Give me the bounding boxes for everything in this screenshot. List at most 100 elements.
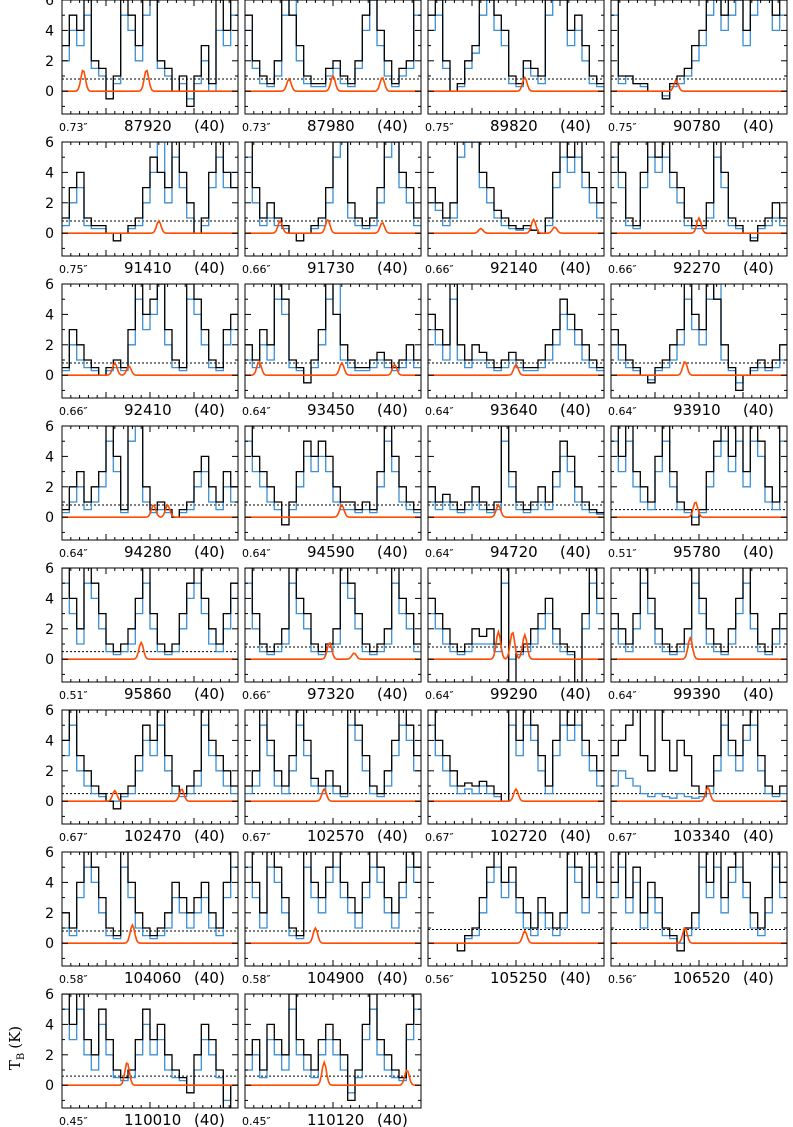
panel-104060: 0 2 4 6 0.58″ 104060 (40) [45, 845, 239, 987]
model-species-spectrum [611, 216, 787, 234]
frequency-label: 99390 [673, 685, 721, 703]
frequency-label: 94280 [124, 543, 172, 561]
frequency-label: 94590 [307, 543, 355, 561]
resolution-label: 0.66″ [59, 405, 88, 418]
y-tick-label: 2 [45, 54, 54, 70]
model-species-spectrum [428, 787, 604, 802]
frequency-label: 102470 [124, 827, 181, 845]
model-species-spectrum [62, 1061, 238, 1086]
width-label: (40) [743, 543, 774, 561]
width-label: (40) [194, 827, 225, 845]
panel-plot-area [245, 284, 421, 384]
panel-plot-area [62, 710, 238, 810]
model-species-spectrum [245, 360, 421, 376]
resolution-label: 0.73″ [242, 121, 271, 134]
y-tick-label: 0 [45, 794, 54, 810]
panel-plot-area [428, 284, 604, 376]
panel-plot-area [611, 426, 787, 526]
panel-frame [61, 425, 239, 541]
frequency-label: 110010 [124, 1111, 181, 1127]
observed-spectrum [611, 284, 787, 392]
observed-spectrum [245, 284, 421, 384]
y-tick-label: 0 [45, 510, 54, 526]
panel-105250: 0.56″ 105250 (40) [425, 851, 605, 987]
resolution-label: 0.64″ [425, 547, 454, 560]
panel-plot-area [428, 852, 604, 952]
resolution-label: 0.64″ [242, 547, 271, 560]
width-label: (40) [560, 685, 591, 703]
panel-frame [244, 709, 422, 825]
panel-plot-area [245, 710, 421, 802]
resolution-label: 0.64″ [242, 405, 271, 418]
panel-plot-area [245, 142, 421, 242]
model-species-spectrum [62, 922, 238, 944]
panel-99390: 0.64″ 99390 (40) [608, 567, 788, 703]
model-total-spectrum [245, 866, 421, 940]
y-tick-label: 6 [45, 419, 54, 435]
y-tick-label: 2 [45, 1048, 54, 1064]
panels-group: 0 2 4 6 0.73″ 87920 (40) 0.73″ 87980 (40) 0.75″ 898… [45, 0, 788, 1127]
y-tick-label: 6 [45, 135, 54, 151]
frequency-label: 105250 [490, 969, 547, 987]
frequency-label: 89820 [490, 117, 538, 135]
frequency-label: 110120 [307, 1111, 364, 1127]
panel-103340: 0.67″ 103340 (40) [608, 709, 788, 845]
frequency-label: 87920 [124, 117, 172, 135]
model-species-spectrum [245, 787, 421, 802]
panel-frame [610, 709, 788, 825]
panel-93450: 0.64″ 93450 (40) [242, 283, 422, 419]
y-tick-label: 0 [45, 368, 54, 384]
resolution-label: 0.64″ [425, 405, 454, 418]
model-species-spectrum [611, 785, 787, 802]
observed-spectrum [428, 426, 604, 514]
y-tick-label: 6 [45, 987, 54, 1003]
panel-93910: 0.64″ 93910 (40) [608, 283, 788, 419]
model-species-spectrum [62, 69, 238, 92]
observed-spectrum [245, 0, 421, 85]
observed-spectrum [245, 426, 421, 526]
y-tick-label: 4 [45, 23, 54, 39]
model-species-spectrum [62, 788, 238, 802]
observed-spectrum [611, 426, 787, 526]
observed-spectrum [245, 568, 421, 653]
width-label: (40) [194, 969, 225, 987]
model-species-spectrum [245, 218, 421, 234]
width-label: (40) [560, 259, 591, 277]
y-tick-label: 4 [45, 307, 54, 323]
width-label: (40) [560, 543, 591, 561]
model-total-spectrum [245, 142, 421, 234]
panel-92140: 0.66″ 92140 (40) [425, 141, 605, 277]
width-label: (40) [194, 401, 225, 419]
observed-spectrum [245, 852, 421, 937]
observed-spectrum [62, 994, 238, 1108]
y-tick-label: 0 [45, 936, 54, 952]
frequency-label: 92270 [673, 259, 721, 277]
model-total-spectrum [245, 724, 421, 798]
frequency-label: 97320 [307, 685, 355, 703]
observed-spectrum [428, 710, 604, 802]
panel-plot-area [62, 0, 238, 108]
panel-93640: 0.64″ 93640 (40) [425, 283, 605, 419]
observed-spectrum [611, 0, 787, 100]
panel-102720: 0.67″ 102720 (40) [425, 709, 605, 845]
frequency-label: 103340 [673, 827, 730, 845]
frequency-label: 104900 [307, 969, 364, 987]
y-tick-label: 2 [45, 764, 54, 780]
frequency-label: 93640 [490, 401, 538, 419]
resolution-label: 0.67″ [59, 831, 88, 844]
panel-90780: 0.75″ 90780 (40) [608, 0, 788, 135]
y-tick-label: 2 [45, 196, 54, 212]
y-tick-label: 4 [45, 733, 54, 749]
model-total-spectrum [245, 1008, 421, 1094]
y-tick-label: 4 [45, 1017, 54, 1033]
frequency-label: 91410 [124, 259, 172, 277]
model-total-spectrum [428, 866, 604, 944]
resolution-label: 0.66″ [425, 263, 454, 276]
panel-plot-area [245, 426, 421, 526]
y-tick-label: 2 [45, 906, 54, 922]
y-axis-label: TB (K) [6, 1026, 27, 1070]
width-label: (40) [743, 969, 774, 987]
resolution-label: 0.56″ [608, 973, 637, 986]
y-tick-label: 4 [45, 449, 54, 465]
panel-110010: 0 2 4 6 0.45″ 110010 (40) [45, 987, 239, 1127]
